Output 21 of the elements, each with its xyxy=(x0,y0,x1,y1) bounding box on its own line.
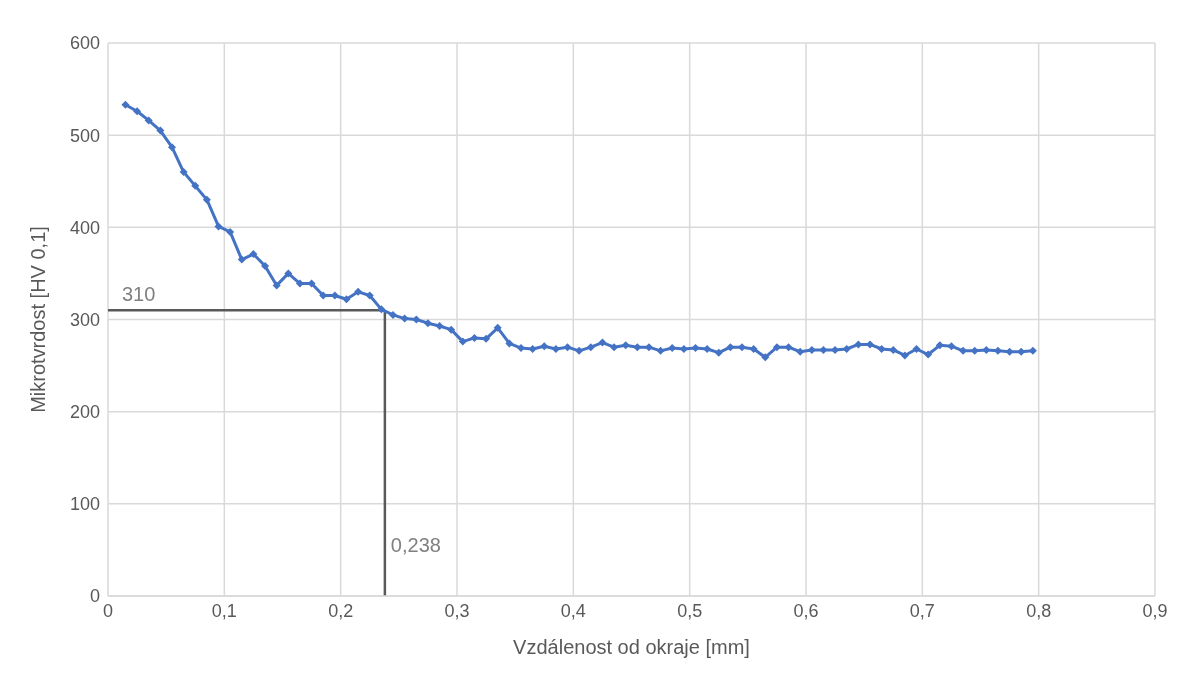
y-tick-label: 500 xyxy=(69,125,100,146)
x-tick-label: 0,2 xyxy=(328,600,354,621)
x-tick-label: 0,1 xyxy=(211,600,237,621)
y-tick-label: 0 xyxy=(89,586,100,607)
ref-line-label: 310 xyxy=(122,283,156,306)
ref-line-label: 0,238 xyxy=(390,534,441,556)
x-tick-label: 0,8 xyxy=(1026,600,1052,621)
y-tick-label: 400 xyxy=(69,217,100,238)
y-tick-label: 100 xyxy=(69,494,100,515)
x-tick-label: 0,4 xyxy=(560,600,586,621)
x-tick-label: 0,6 xyxy=(793,600,819,621)
y-tick-label: 200 xyxy=(69,402,100,423)
y-tick-label: 600 xyxy=(69,33,100,54)
x-tick-label: 0,5 xyxy=(677,600,703,621)
x-tick-label: 0,9 xyxy=(1142,600,1168,621)
y-tick-label: 300 xyxy=(69,309,100,330)
x-tick-label: 0,3 xyxy=(444,600,470,621)
x-tick-label: 0,7 xyxy=(909,600,935,621)
x-tick-label: 0 xyxy=(102,600,114,621)
y-axis-title: Mikrotvrdost [HV 0,1] xyxy=(27,226,50,413)
x-axis-title: Vzdálenost od okraje [mm] xyxy=(513,636,750,658)
